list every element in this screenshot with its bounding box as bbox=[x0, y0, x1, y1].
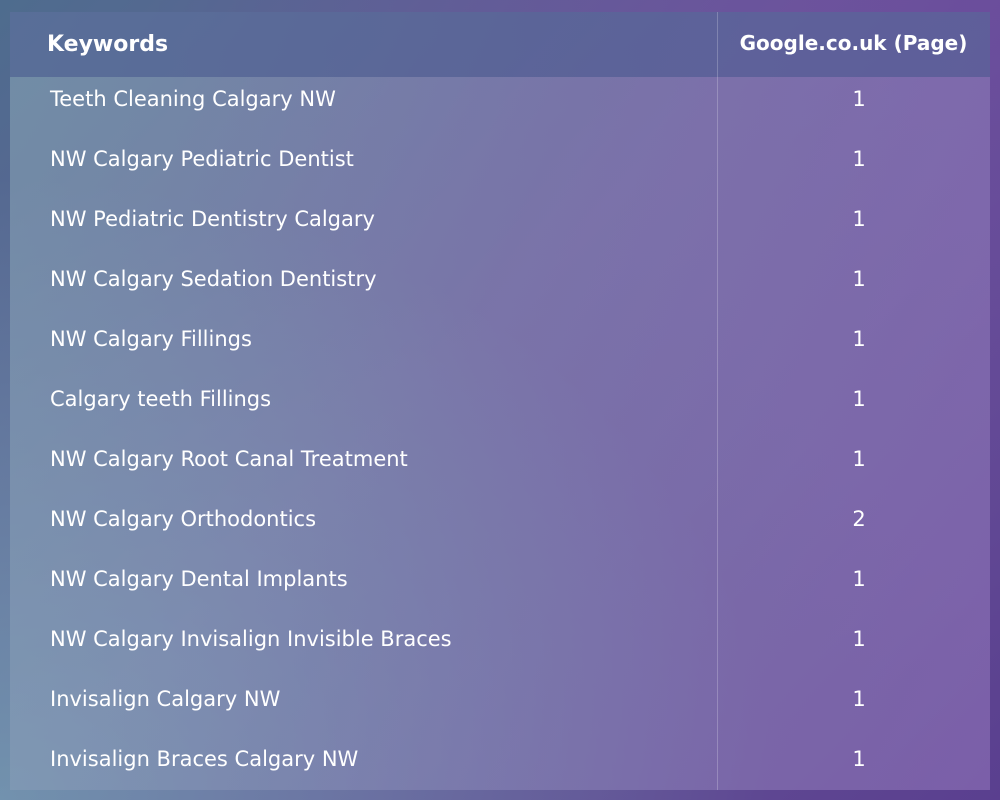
table-row: Invisalign Calgary NW 1 bbox=[10, 670, 990, 730]
keyword-cell: Invisalign Braces Calgary NW bbox=[50, 747, 359, 771]
page-cell: 1 bbox=[852, 567, 866, 591]
header-google-page: Google.co.uk (Page) bbox=[739, 31, 968, 55]
page-cell: 1 bbox=[852, 267, 866, 291]
keyword-cell: Invisalign Calgary NW bbox=[50, 687, 281, 711]
keyword-ranking-table: Keywords Google.co.uk (Page) Teeth Clean… bbox=[10, 12, 990, 790]
page-cell: 1 bbox=[852, 687, 866, 711]
page-cell: 1 bbox=[852, 87, 866, 111]
keyword-cell: NW Calgary Fillings bbox=[50, 327, 252, 351]
page-cell: 1 bbox=[852, 447, 866, 471]
table-row: NW Calgary Orthodontics 2 bbox=[10, 490, 990, 550]
keyword-cell: NW Calgary Dental Implants bbox=[50, 567, 348, 591]
keyword-cell: NW Calgary Invisalign Invisible Braces bbox=[50, 627, 452, 651]
keyword-cell: NW Calgary Pediatric Dentist bbox=[50, 147, 354, 171]
table-body: Teeth Cleaning Calgary NW 1 NW Calgary P… bbox=[10, 70, 990, 790]
table-header: Keywords Google.co.uk (Page) bbox=[10, 12, 990, 77]
page-cell: 1 bbox=[852, 747, 866, 771]
table-row: NW Calgary Root Canal Treatment 1 bbox=[10, 430, 990, 490]
table-row: NW Calgary Fillings 1 bbox=[10, 310, 990, 370]
keyword-cell: NW Calgary Sedation Dentistry bbox=[50, 267, 377, 291]
keyword-cell: NW Calgary Orthodontics bbox=[50, 507, 317, 531]
table-row: NW Calgary Dental Implants 1 bbox=[10, 550, 990, 610]
page-cell: 1 bbox=[852, 627, 866, 651]
keyword-cell: Calgary teeth Fillings bbox=[50, 387, 272, 411]
table-row: NW Calgary Invisalign Invisible Braces 1 bbox=[10, 610, 990, 670]
column-divider bbox=[717, 12, 718, 790]
table-row: NW Calgary Sedation Dentistry 1 bbox=[10, 250, 990, 310]
keyword-cell: NW Calgary Root Canal Treatment bbox=[50, 447, 408, 471]
keyword-cell: Teeth Cleaning Calgary NW bbox=[50, 87, 336, 111]
header-keywords: Keywords bbox=[47, 32, 169, 57]
page-cell: 2 bbox=[852, 507, 866, 531]
table-row: Calgary teeth Fillings 1 bbox=[10, 370, 990, 430]
table-row: NW Pediatric Dentistry Calgary 1 bbox=[10, 190, 990, 250]
table-row: Invisalign Braces Calgary NW 1 bbox=[10, 730, 990, 790]
page-cell: 1 bbox=[852, 147, 866, 171]
page-cell: 1 bbox=[852, 327, 866, 351]
keyword-cell: NW Pediatric Dentistry Calgary bbox=[50, 207, 375, 231]
page-cell: 1 bbox=[852, 387, 866, 411]
page-cell: 1 bbox=[852, 207, 866, 231]
table-row: Teeth Cleaning Calgary NW 1 bbox=[10, 70, 990, 130]
table-row: NW Calgary Pediatric Dentist 1 bbox=[10, 130, 990, 190]
